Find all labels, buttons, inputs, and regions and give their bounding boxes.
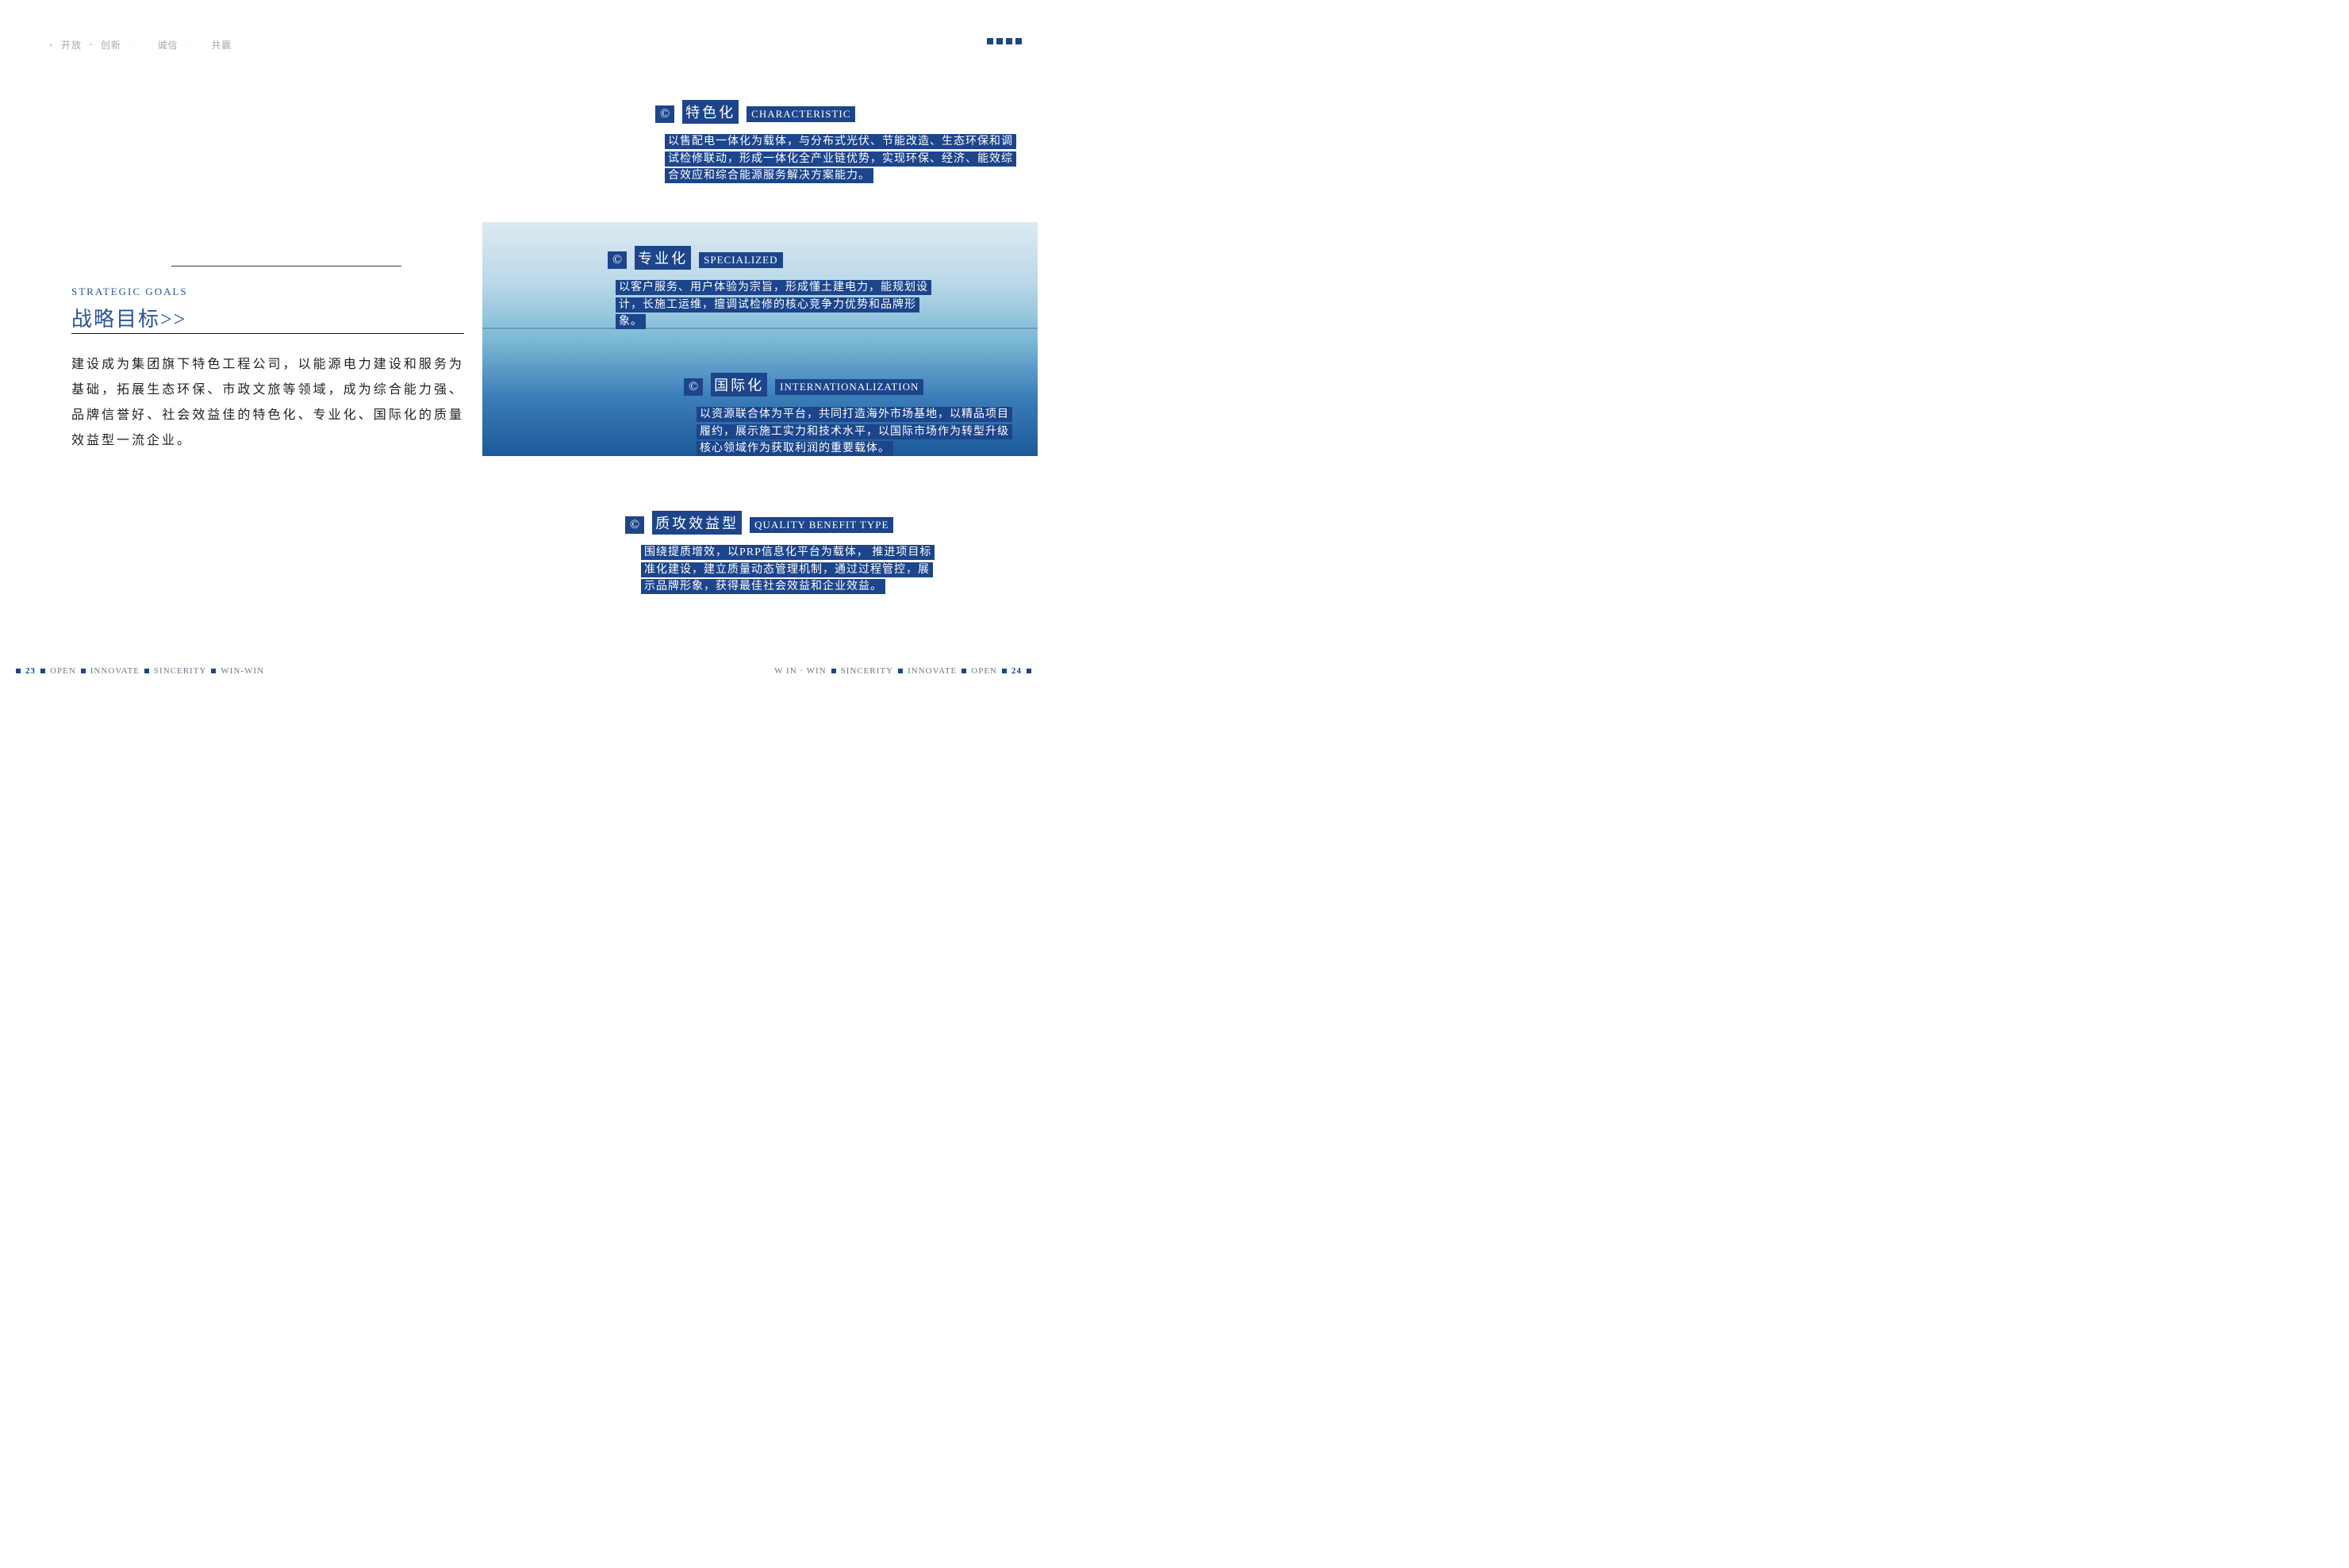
chevron-right-icon: › <box>49 39 53 51</box>
title-english: STRATEGIC GOALS <box>71 286 188 298</box>
section-title-en: CHARACTERISTIC <box>747 106 855 122</box>
page-number-left: 23 <box>25 666 36 676</box>
section-3: © 质攻效益型 QUALITY BENEFIT TYPE 围绕提质增效，以PRP信息化… <box>625 511 938 596</box>
copyright-icon: © <box>655 105 674 123</box>
section-body-text: 以客户服务、用户体验为宗旨，形成懂土建电力，能规划设计，长施工运维，擅调试检修的… <box>616 280 931 329</box>
footer-word: INNOVATE <box>908 666 957 676</box>
section-head: © 专业化 SPECIALIZED <box>608 246 783 270</box>
section-body: 围绕提质增效，以PRP信息化平台为载体， 推进项目标准化建设，建立质量动态管理机… <box>641 544 938 596</box>
section-title-en: INTERNATIONALIZATION <box>775 379 923 395</box>
footer-word: INNOVATE <box>90 666 140 676</box>
header-tag: 诚信 <box>158 38 178 52</box>
body-paragraph: 建设成为集团旗下特色工程公司，以能源电力建设和服务为基础，拓展生态环保、市政文旅… <box>71 352 464 454</box>
footer-word: WIN-WIN <box>221 666 264 676</box>
dot-separator: • <box>90 41 93 48</box>
section-title-cn: 特色化 <box>682 100 739 124</box>
section-title-cn: 国际化 <box>711 373 767 397</box>
section-head: © 特色化 CHARACTERISTIC <box>655 100 855 124</box>
header-accent-dots <box>987 38 1022 44</box>
copyright-icon: © <box>684 378 703 396</box>
section-title-cn: 专业化 <box>635 246 691 270</box>
footer: 23 OPEN INNOVATE SINCERITY WIN-WIN W IN … <box>16 666 1031 676</box>
header-tag: 开放 <box>61 38 82 52</box>
header-tag: 共赢 <box>211 38 232 52</box>
section-head: © 国际化 INTERNATIONALIZATION <box>684 373 923 397</box>
section-body-text: 以售配电一体化为载体，与分布式光伏、节能改造、生态环保和调试检修联动，形成一体化… <box>665 134 1016 183</box>
header-tags: › 开放 • 创新 · 诚信 · 共赢 <box>49 38 232 52</box>
section-body-text: 以资源联合体为平台，共同打造海外市场基地，以精品项目履约，展示施工实力和技术水平… <box>697 407 1012 456</box>
title-block: STRATEGIC GOALS 战略目标>> <box>71 286 188 332</box>
section-body: 以售配电一体化为载体，与分布式光伏、节能改造、生态环保和调试检修联动，形成一体化… <box>665 133 1020 185</box>
dot-separator: · <box>186 41 190 48</box>
footer-prefix: W IN · WIN <box>774 666 827 676</box>
section-2: © 国际化 INTERNATIONALIZATION 以资源联合体为平台，共同打造海外… <box>684 373 1015 458</box>
footer-word: OPEN <box>50 666 76 676</box>
section-body-text: 围绕提质增效，以PRP信息化平台为载体， 推进项目标准化建设，建立质量动态管理机… <box>641 545 935 594</box>
footer-word: SINCERITY <box>841 666 893 676</box>
section-title-cn: 质攻效益型 <box>652 511 742 535</box>
section-title-en: SPECIALIZED <box>699 252 782 268</box>
section-title-en: QUALITY BENEFIT TYPE <box>750 517 893 533</box>
footer-left: 23 OPEN INNOVATE SINCERITY WIN-WIN <box>16 666 264 676</box>
rule-under-title <box>71 333 464 334</box>
copyright-icon: © <box>608 251 627 269</box>
header-tag: 创新 <box>101 38 121 52</box>
section-0: © 特色化 CHARACTERISTIC 以售配电一体化为载体，与分布式光伏、节能改造… <box>655 100 1020 185</box>
section-head: © 质攻效益型 QUALITY BENEFIT TYPE <box>625 511 893 535</box>
page-number-right: 24 <box>1011 666 1022 676</box>
section-body: 以资源联合体为平台，共同打造海外市场基地，以精品项目履约，展示施工实力和技术水平… <box>697 406 1015 458</box>
section-body: 以客户服务、用户体验为宗旨，形成懂土建电力，能规划设计，长施工运维，擅调试检修的… <box>616 279 939 331</box>
section-1: © 专业化 SPECIALIZED 以客户服务、用户体验为宗旨，形成懂土建电力，能规划… <box>608 246 939 331</box>
title-chinese: 战略目标>> <box>71 303 188 332</box>
footer-word: OPEN <box>971 666 997 676</box>
copyright-icon: © <box>625 516 644 534</box>
dot-separator: · <box>129 41 132 48</box>
footer-word: SINCERITY <box>154 666 206 676</box>
footer-right: W IN · WIN SINCERITY INNOVATE OPEN 24 <box>774 666 1031 676</box>
